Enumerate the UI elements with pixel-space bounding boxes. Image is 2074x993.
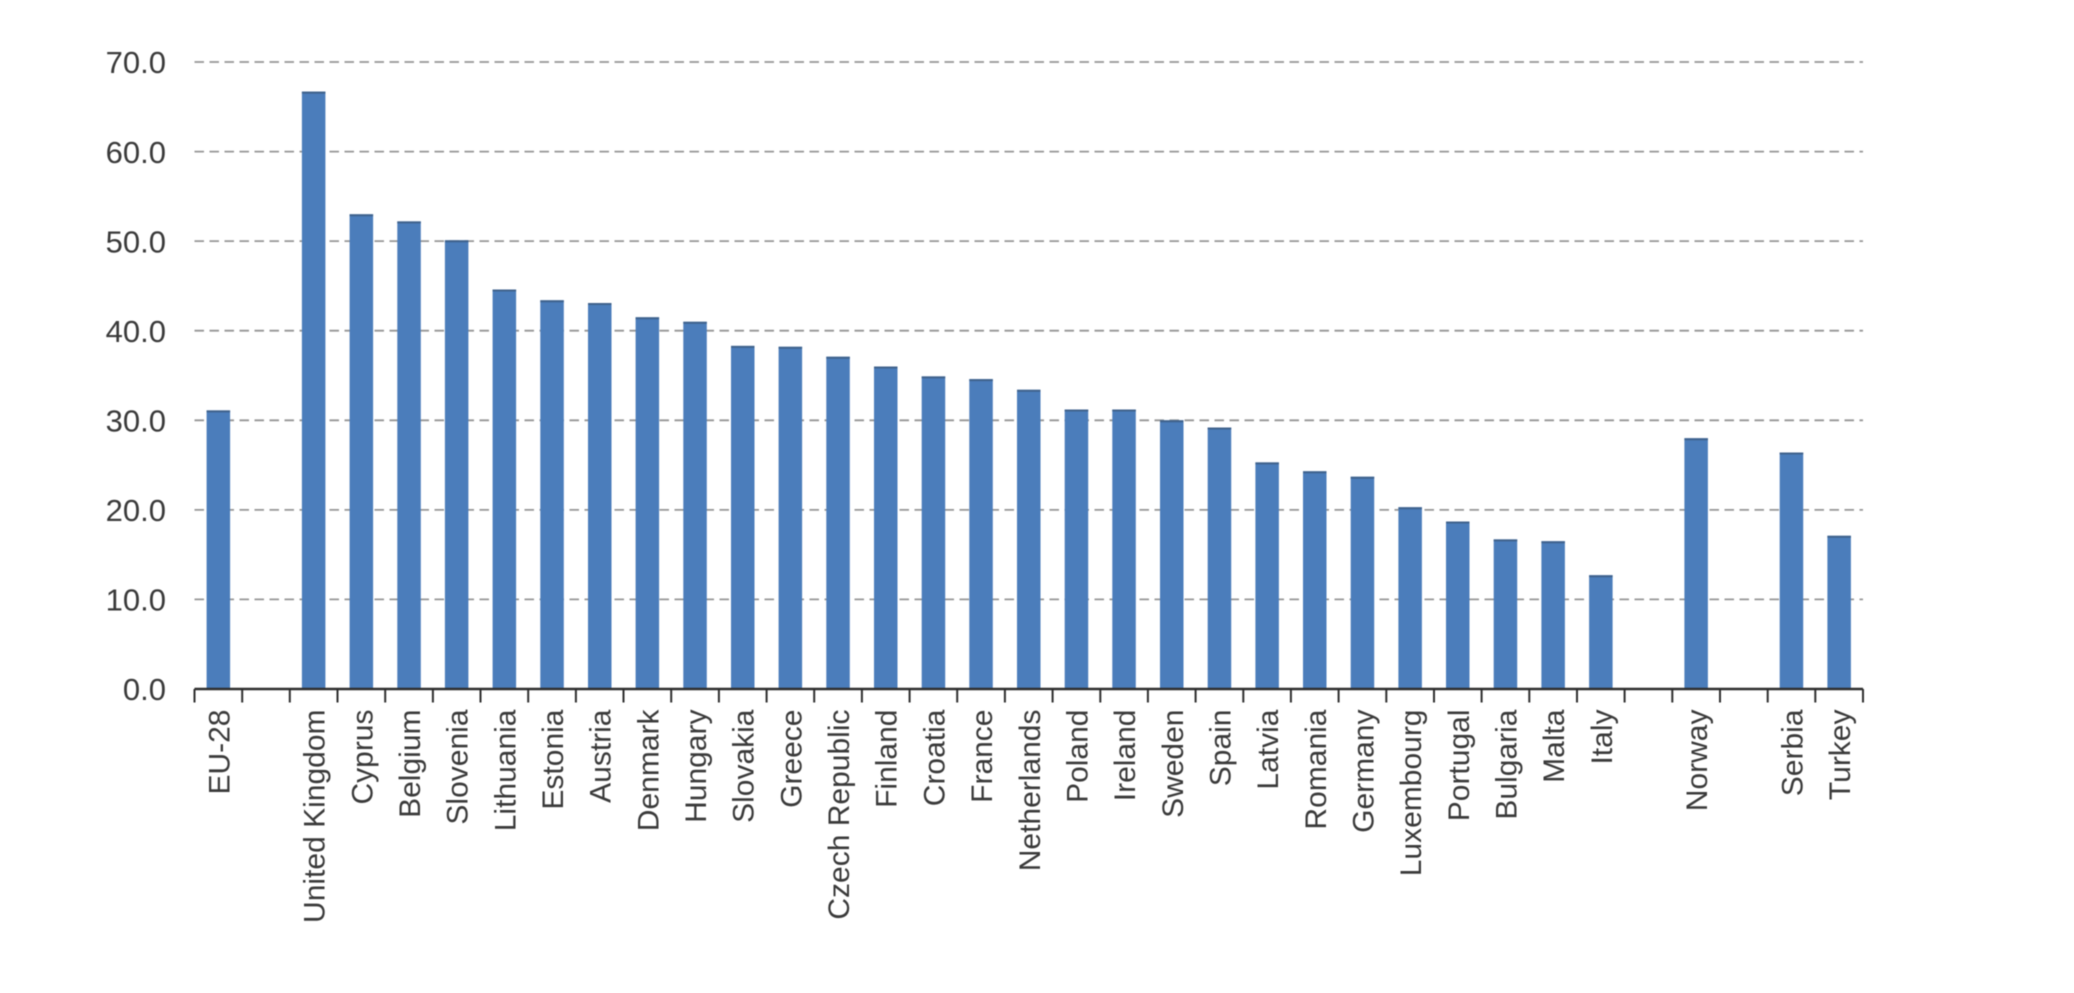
svg-text:Serbia: Serbia: [1777, 709, 1810, 796]
svg-text:France: France: [966, 710, 999, 803]
svg-text:Malta: Malta: [1538, 709, 1571, 783]
svg-text:Ireland: Ireland: [1109, 710, 1142, 802]
svg-text:Sweden: Sweden: [1157, 710, 1190, 818]
svg-text:0.0: 0.0: [123, 672, 166, 707]
svg-text:Italy: Italy: [1586, 710, 1619, 765]
svg-text:20.0: 20.0: [106, 493, 166, 528]
svg-text:40.0: 40.0: [106, 314, 166, 349]
svg-text:Cyprus: Cyprus: [346, 710, 379, 805]
svg-text:Croatia: Croatia: [918, 709, 951, 806]
svg-text:Estonia: Estonia: [537, 709, 570, 809]
svg-text:Lithuania: Lithuania: [489, 709, 522, 831]
svg-text:Czech Republic: Czech Republic: [823, 710, 856, 920]
svg-text:Portugal: Portugal: [1443, 710, 1476, 822]
svg-text:Poland: Poland: [1061, 710, 1094, 803]
svg-text:Norway: Norway: [1681, 710, 1714, 812]
svg-text:Hungary: Hungary: [680, 710, 713, 823]
svg-text:Austria: Austria: [585, 709, 618, 803]
svg-text:Greece: Greece: [775, 710, 808, 808]
svg-text:Spain: Spain: [1204, 710, 1237, 787]
svg-text:30.0: 30.0: [106, 404, 166, 439]
svg-text:Slovakia: Slovakia: [728, 709, 761, 823]
svg-text:Latvia: Latvia: [1252, 709, 1285, 789]
svg-text:Denmark: Denmark: [632, 709, 665, 832]
svg-text:Luxembourg: Luxembourg: [1395, 710, 1428, 877]
svg-text:Turkey: Turkey: [1824, 710, 1857, 801]
svg-text:Germany: Germany: [1348, 710, 1381, 833]
svg-text:10.0: 10.0: [106, 583, 166, 618]
svg-text:Slovenia: Slovenia: [442, 709, 475, 824]
svg-text:United Kingdom: United Kingdom: [299, 710, 332, 923]
svg-text:60.0: 60.0: [106, 135, 166, 170]
svg-text:Finland: Finland: [871, 710, 904, 808]
svg-text:Netherlands: Netherlands: [1014, 710, 1047, 872]
svg-text:Romania: Romania: [1300, 709, 1333, 829]
svg-text:Belgium: Belgium: [394, 710, 427, 818]
svg-text:Bulgaria: Bulgaria: [1491, 709, 1524, 819]
svg-text:EU-28: EU-28: [203, 710, 236, 795]
svg-text:50.0: 50.0: [106, 224, 166, 259]
svg-text:70.0: 70.0: [106, 45, 166, 80]
